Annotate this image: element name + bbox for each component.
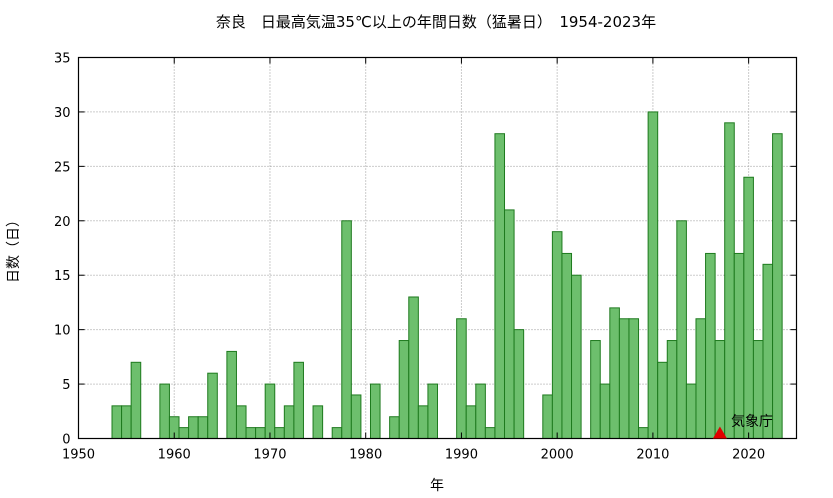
- bar: [657, 361, 668, 439]
- bar: [283, 405, 295, 440]
- x-tick-label: 1970: [253, 448, 286, 463]
- bar: [111, 405, 123, 440]
- bar: [685, 383, 697, 440]
- bar: [226, 350, 237, 439]
- bar: [733, 252, 745, 439]
- bar: [628, 318, 640, 439]
- y-tick-label: 35: [54, 52, 71, 67]
- bar: [398, 340, 410, 439]
- grid-lines: [78, 57, 797, 439]
- x-tick-label: 2020: [732, 448, 765, 463]
- chart-title: 奈良 日最高気温35℃以上の年間日数（猛暑日） 1954-2023年: [216, 13, 656, 31]
- y-axis-label: 日数（日）: [6, 213, 22, 283]
- bar: [590, 340, 601, 439]
- bar: [130, 361, 142, 439]
- bar: [293, 361, 304, 439]
- bar: [369, 383, 381, 440]
- bar: [245, 427, 257, 440]
- bar: [255, 427, 266, 440]
- x-tick-label: 2000: [541, 448, 574, 463]
- bar: [714, 340, 726, 439]
- marker-triangle: [712, 426, 727, 439]
- bar: [188, 416, 199, 440]
- bar: [197, 416, 209, 440]
- x-tick-label: 1980: [349, 448, 382, 463]
- bar: [417, 405, 429, 440]
- y-tick-label: 5: [62, 378, 70, 393]
- bar: [638, 427, 649, 440]
- bar: [178, 427, 190, 440]
- bar: [618, 318, 630, 439]
- y-tick-label: 25: [54, 160, 71, 175]
- bar: [743, 176, 754, 439]
- y-tick-label: 20: [54, 215, 71, 230]
- y-tick-label: 0: [62, 433, 70, 448]
- bar: [465, 405, 477, 440]
- bar: [561, 252, 573, 439]
- axis-ticks: 1950 1960 1970 1980 1990 2000 2010 2020 0 5 10 15 20…: [54, 52, 797, 463]
- y-tick-label: 30: [54, 106, 71, 121]
- bar: [427, 383, 438, 440]
- y-tick-label: 10: [54, 324, 71, 339]
- bar: [235, 405, 247, 440]
- bar: [695, 318, 707, 439]
- bar: [484, 427, 496, 440]
- x-tick-label: 2010: [636, 448, 669, 463]
- bar: [647, 111, 659, 440]
- bar: [389, 416, 400, 440]
- y-tick-label: 15: [54, 269, 71, 284]
- bar: [772, 133, 783, 439]
- bar: [207, 372, 218, 439]
- x-axis-label: 年: [430, 478, 444, 494]
- bar: [551, 231, 563, 439]
- bar: [274, 427, 285, 440]
- bar: [456, 318, 467, 439]
- bar: [121, 405, 132, 440]
- x-tick-label: 1960: [158, 448, 191, 463]
- x-tick-label: 1990: [445, 448, 478, 463]
- bar: [341, 220, 352, 439]
- bar: [676, 220, 687, 439]
- bar: [724, 122, 735, 439]
- bar: [475, 383, 486, 440]
- bar: [571, 274, 582, 440]
- bars-group: [111, 111, 783, 440]
- bar: [762, 263, 774, 440]
- bar: [159, 383, 170, 440]
- bar: [264, 383, 276, 440]
- bar: [705, 252, 716, 439]
- bar: [666, 340, 678, 439]
- bar: [599, 383, 611, 440]
- bar: [609, 307, 620, 439]
- marker-group: [712, 426, 727, 439]
- bar: [542, 394, 553, 440]
- bar: [312, 405, 324, 440]
- bar: [408, 296, 419, 439]
- bar: [504, 209, 515, 439]
- bar: [331, 427, 343, 440]
- x-tick-label: 1950: [62, 448, 95, 463]
- bar: [513, 329, 525, 439]
- credit-label: 気象庁: [731, 414, 773, 430]
- bar: [350, 394, 362, 440]
- bar: [494, 133, 506, 439]
- plot-frame: [77, 56, 798, 440]
